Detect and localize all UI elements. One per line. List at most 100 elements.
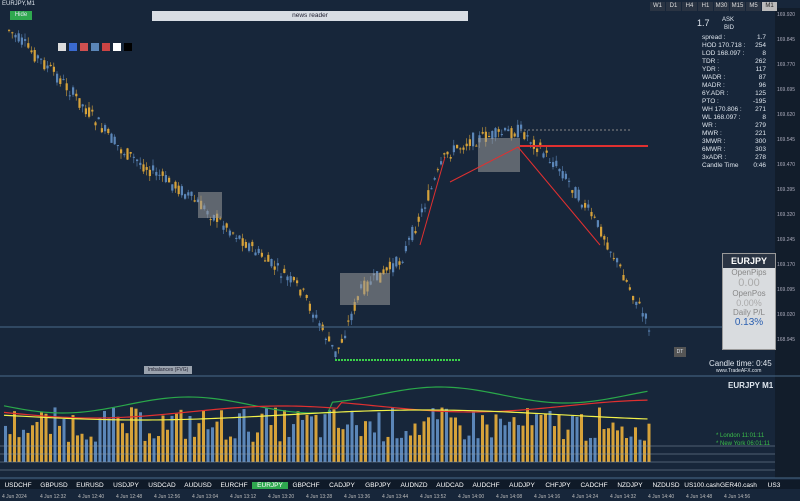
symbol-tab[interactable]: AUDJPY — [509, 482, 535, 489]
ind-bar — [53, 407, 57, 462]
info-value: 300 — [755, 138, 766, 145]
symbol-tab[interactable]: AUDCHF — [472, 482, 500, 489]
candle — [430, 188, 433, 190]
info-row: 3MWR : 300 — [698, 138, 770, 146]
time-label: 4 Jun 12:40 — [78, 494, 105, 500]
symbol-tab[interactable]: GER40.cash — [720, 482, 757, 489]
symbol-tab[interactable]: USDCAD — [148, 482, 176, 489]
ind-bar — [323, 414, 327, 462]
candle — [443, 153, 446, 155]
symbol-tab[interactable]: GBPCHF — [292, 482, 320, 489]
symbol-tab[interactable]: CADJPY — [329, 482, 355, 489]
symbol-tab[interactable]: US100.cash — [684, 482, 720, 489]
ind-bar — [598, 407, 601, 462]
ind-bar — [413, 423, 417, 462]
swatch — [91, 43, 99, 51]
candle — [88, 107, 91, 117]
symbol-tab[interactable]: AUDNZD — [400, 482, 428, 489]
candle — [20, 37, 23, 45]
info-row: MWR : 221 — [698, 130, 770, 138]
price-label: 169.695 — [777, 87, 795, 93]
symbol-tab[interactable]: US3 — [767, 482, 781, 489]
candle — [305, 294, 308, 298]
candle — [14, 34, 17, 38]
ind-bar — [575, 416, 579, 462]
info-value: 262 — [755, 58, 766, 65]
info-label: YDR : — [702, 66, 720, 73]
symbol-tab[interactable]: USDCHF — [4, 482, 32, 489]
symbol-tab[interactable]: NZDUSD — [652, 482, 680, 489]
candle — [606, 242, 609, 250]
open-pos-label: OpenPos — [732, 289, 766, 298]
symbol-tab[interactable]: CADCHF — [580, 482, 608, 489]
symbol-tab[interactable]: EURUSD — [76, 482, 104, 489]
ind-bar — [256, 432, 259, 462]
price-label: 169.245 — [777, 237, 795, 243]
ind-bar — [548, 410, 552, 462]
symbol-tab[interactable]: GBPUSD — [40, 482, 68, 489]
time-label: 4 Jun 13:28 — [306, 494, 333, 500]
candle — [292, 277, 295, 281]
candle — [612, 258, 615, 260]
candle — [548, 162, 551, 164]
hide-button[interactable]: Hide — [10, 11, 32, 20]
trend — [419, 156, 446, 246]
symbol-tab[interactable]: AUDUSD — [184, 482, 212, 489]
symbol-tab[interactable]: CHFJPY — [545, 482, 571, 489]
candle — [398, 261, 401, 265]
symbol-tab[interactable]: EURCHF — [220, 482, 248, 489]
ind-bar — [418, 434, 421, 462]
price-label: 169.170 — [777, 262, 795, 268]
ind-bar — [269, 425, 273, 462]
timeframe[interactable]: H4 — [682, 2, 697, 11]
ind-bar — [638, 439, 642, 462]
candle — [638, 301, 641, 304]
candle — [481, 132, 484, 134]
symbol-tab[interactable]: GBPJPY — [365, 482, 391, 489]
candle — [267, 254, 270, 262]
info-row: 6MWR : 303 — [698, 146, 770, 154]
symbol-tab[interactable]: USDJPY — [113, 482, 139, 489]
candle — [238, 235, 241, 239]
candle — [456, 144, 459, 149]
fvg-label[interactable]: Imbalances (FVG) — [144, 366, 192, 374]
symbol-tab[interactable]: NZDJPY — [617, 482, 643, 489]
ind-bar — [368, 421, 372, 462]
candle — [417, 216, 420, 222]
candle — [222, 225, 225, 230]
swatch — [58, 43, 66, 51]
candle — [257, 248, 260, 254]
candle — [523, 132, 526, 140]
news-reader[interactable]: news reader — [152, 11, 468, 21]
timeframe[interactable]: W1 — [650, 2, 665, 11]
timeframe[interactable]: H1 — [698, 2, 713, 11]
candle — [174, 181, 177, 189]
info-label: HOD 170.718 : — [702, 42, 746, 49]
ind-bar — [35, 421, 39, 462]
candle — [264, 260, 267, 262]
info-value: 1.7 — [756, 34, 766, 41]
ind-bar — [193, 436, 196, 462]
symbol-tab[interactable]: EURJPY — [252, 482, 288, 489]
timeframe[interactable]: M15 — [730, 2, 745, 11]
timeframe[interactable]: M30 — [714, 2, 729, 11]
candle — [580, 204, 583, 208]
candle — [644, 313, 647, 319]
candle — [129, 152, 132, 154]
candle — [235, 237, 238, 240]
candle — [635, 301, 638, 306]
symbol-tab[interactable]: AUDCAD — [436, 482, 464, 489]
ind-bar — [161, 415, 165, 462]
timeframe[interactable]: M1 — [762, 2, 777, 11]
ind-bar — [553, 426, 556, 462]
ind-bar — [346, 424, 349, 462]
timeframe[interactable]: M5 — [746, 2, 761, 11]
candle — [91, 109, 94, 112]
ind-bar — [292, 424, 295, 462]
candle — [184, 194, 187, 199]
ind-bar — [571, 415, 574, 462]
candle — [411, 226, 414, 241]
candle — [11, 32, 14, 34]
timeframe[interactable]: D1 — [666, 2, 681, 11]
dt-button[interactable]: DT — [674, 347, 686, 357]
